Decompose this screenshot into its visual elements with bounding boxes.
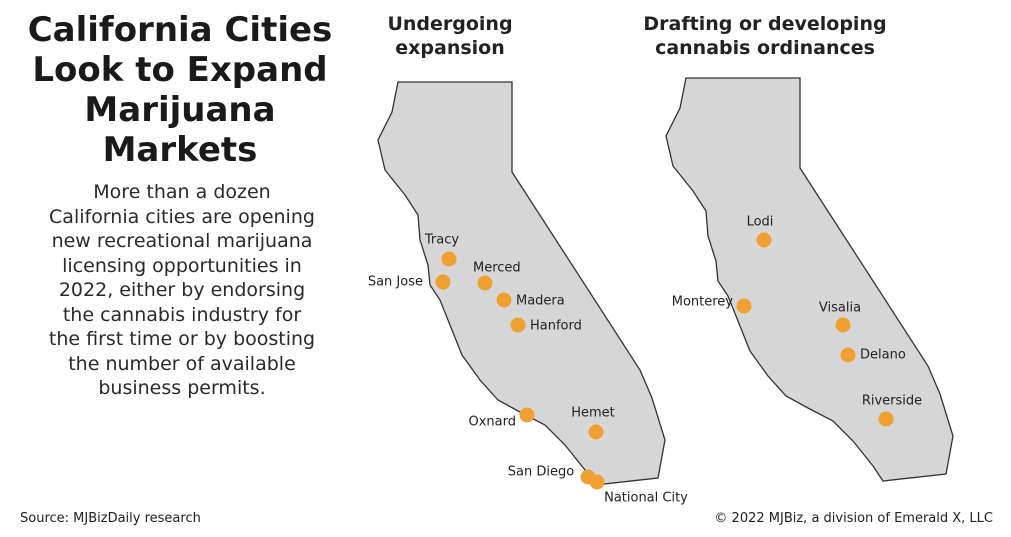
city-label: Oxnard	[469, 415, 517, 430]
california-map: Tracy San Jose Merced Madera Hanford Oxnard He…	[368, 81, 688, 506]
state-outline	[665, 77, 954, 482]
city-label: Madera	[516, 294, 565, 309]
california-map: Lodi Monterey Visalia Delano Riverside	[665, 77, 954, 482]
city-label: Merced	[473, 261, 521, 276]
city-dot	[496, 292, 512, 308]
city-label: Lodi	[747, 215, 774, 230]
map-heading: Undergoing expansion	[387, 13, 513, 59]
city-label: Riverside	[862, 394, 922, 409]
city-label: San Jose	[368, 275, 423, 290]
city-dot	[441, 251, 457, 267]
description: More than a dozen California cities are …	[48, 181, 316, 399]
source: Source: MJBizDaily research	[20, 511, 201, 526]
copyright: © 2022 MJBiz, a division of Emerald X, L…	[714, 511, 993, 526]
city-dot	[588, 424, 604, 440]
city-dot	[878, 411, 894, 427]
city-dot	[589, 474, 605, 490]
city-label: National City	[604, 491, 688, 506]
city-label: Monterey	[672, 295, 734, 310]
city-label: Visalia	[819, 301, 861, 316]
city-dot	[840, 347, 856, 363]
city-dot	[435, 274, 451, 290]
city-dot	[510, 317, 526, 333]
city-label: Hemet	[571, 406, 615, 421]
city-dot	[835, 317, 851, 333]
title: California Cities Look to Expand Marijua…	[27, 10, 333, 170]
city-dot	[756, 232, 772, 248]
city-label: Delano	[860, 348, 906, 363]
map-heading: Drafting or developing cannabis ordinanc…	[643, 13, 887, 59]
city-dot	[736, 298, 752, 314]
state-outline	[377, 81, 666, 486]
city-dot	[519, 407, 535, 423]
city-label: San Diego	[508, 465, 574, 480]
city-dot	[477, 275, 493, 291]
city-label: Tracy	[424, 233, 459, 248]
city-label: Hanford	[530, 319, 582, 334]
